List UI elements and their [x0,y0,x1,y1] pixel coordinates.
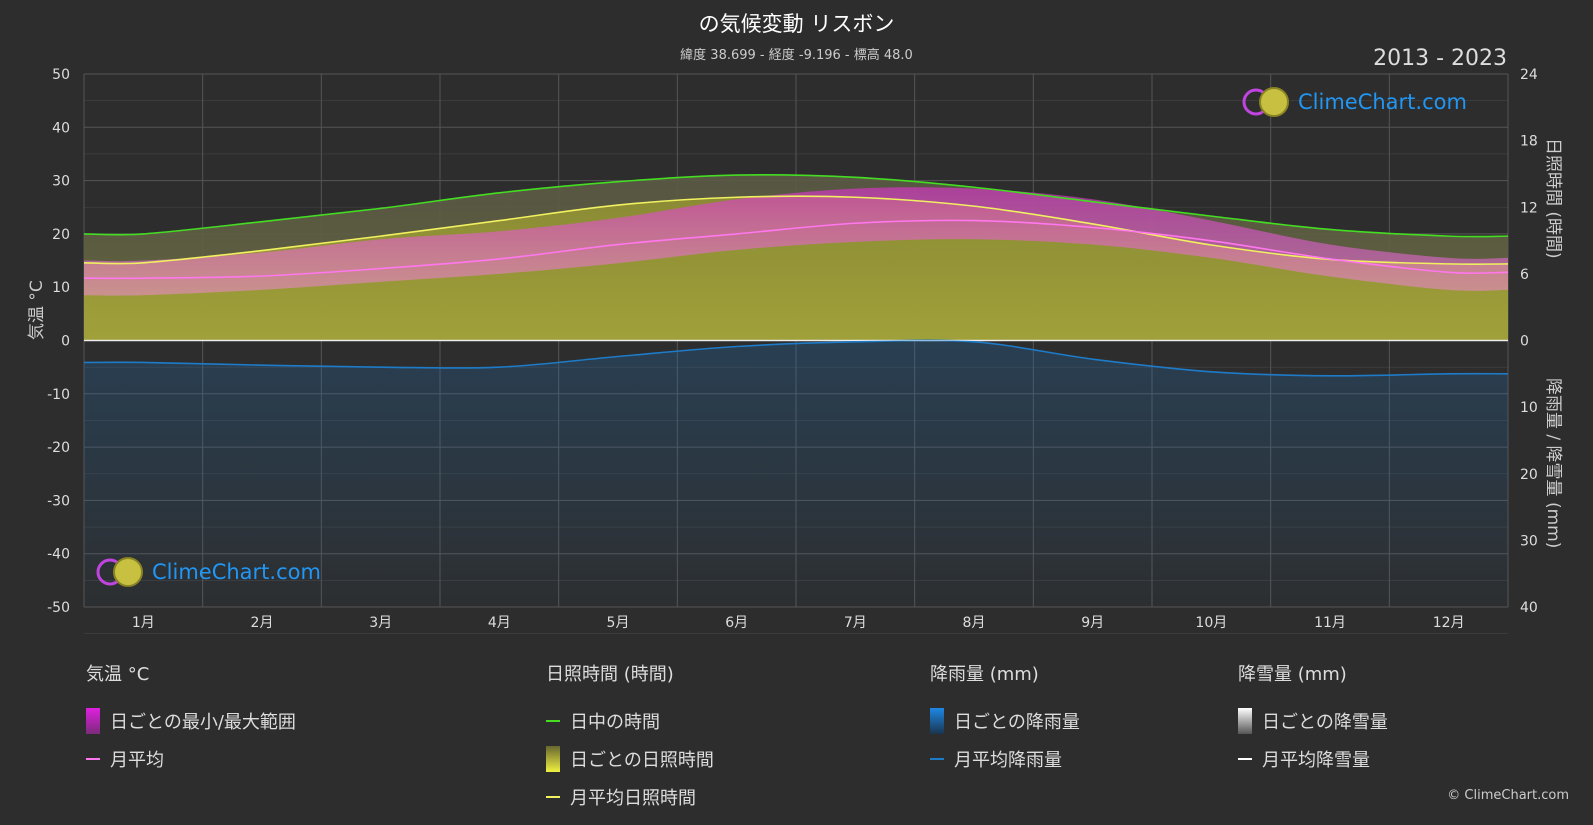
climate-chart: 50 40 30 20 10 0 -10 -20 -30 -40 -50 24 18 12 6 0 10 20 30… [47,67,1538,634]
logo-text: ClimeChart.com [1298,90,1467,114]
rain-avg-line [83,339,1509,377]
daily-snow-swatch [1238,708,1252,734]
legend-item-temp-range: 日ごとの最小/最大範囲 [86,702,296,740]
y-left-tick-label: 30 [52,174,70,190]
daylight-line [83,174,1509,238]
x-tick-label: 3月 [369,615,392,631]
y-left-tick-label: 50 [52,67,70,83]
temp-range-swatch [86,708,100,734]
y-left-tick-label: -20 [47,440,70,456]
legend-temperature-title: 気温 °C [86,664,150,685]
y-left-tick-label: 20 [52,227,70,243]
climechart-logo-icon [1242,87,1289,117]
y-right-precip-tick-label: 20 [1520,467,1538,483]
y-left-tick-label: -30 [47,493,70,509]
legend-snow-title: 降雪量 (mm) [1238,664,1347,685]
legend-temperature: 気温 °C 日ごとの最小/最大範囲 月平均 [86,660,296,778]
legend-item-daily-rain: 日ごとの降雨量 [930,702,1080,740]
snow-avg-swatch [1238,758,1252,760]
copyright: © ClimeChart.com [1447,788,1569,803]
legend-sunshine: 日照時間 (時間) 日中の時間 日ごとの日照時間 月平均日照時間 [546,660,714,816]
temp-avg-swatch [86,758,100,760]
logo-top[interactable]: ClimeChart.com [1240,86,1467,118]
y-left-tick-label: -40 [47,547,70,563]
y-right-sunshine-tick-label: 12 [1520,200,1538,216]
y-right-sunshine-tick-label: 18 [1520,134,1538,150]
legend-snow: 降雪量 (mm) 日ごとの降雪量 月平均降雪量 [1238,660,1388,778]
x-tick-label: 7月 [844,615,867,631]
legend-item-daylight: 日中の時間 [546,702,714,740]
rain-avg-swatch [930,758,944,760]
y-right-precip-tick-label: 30 [1520,533,1538,549]
y-left-tick-label: 10 [52,280,70,296]
x-tick-label: 6月 [725,615,748,631]
x-tick-label: 11月 [1314,615,1346,631]
daily-rain-swatch [930,708,944,734]
y-left-tick-label: 40 [52,120,70,136]
x-tick-label: 5月 [607,615,630,631]
y-right-sunshine-tick-label: 6 [1520,267,1529,283]
legend-item-daily-snow: 日ごとの降雪量 [1238,702,1388,740]
x-tick-label: 10月 [1195,615,1227,631]
x-tick-label: 8月 [963,615,986,631]
logo-text: ClimeChart.com [152,560,321,584]
x-tick-label: 2月 [251,615,274,631]
legend-item-snow-avg: 月平均降雪量 [1238,740,1388,778]
temperature-avg-line [83,219,1509,280]
chart-subtitle: 緯度 38.699 - 経度 -9.196 - 標高 48.0 [680,48,913,63]
y-right-sunshine-tick-label: 24 [1520,67,1538,83]
temperature-range-area [84,187,1508,296]
y-left-tick-label: -50 [47,600,70,616]
daily-sunshine-swatch [546,746,560,772]
tick-layer: 50 40 30 20 10 0 -10 -20 -30 -40 -50 24 18 12 6 0 10 20 30… [47,67,1538,631]
x-tick-label: 9月 [1081,615,1104,631]
area-layer [84,174,1508,607]
legend-item-sunshine-avg: 月平均日照時間 [546,778,714,816]
legend-sunshine-title: 日照時間 (時間) [546,664,674,685]
line-layer [83,174,1509,377]
legend-rain-title: 降雨量 (mm) [930,664,1039,685]
daylight-swatch [546,720,560,722]
y-right-precip-tick-label: 40 [1520,600,1538,616]
legend-item-daily-sunshine: 日ごとの日照時間 [546,740,714,778]
chart-title: の気候変動 リスボン [698,12,895,36]
x-tick-label: 1月 [132,615,155,631]
logo-bottom[interactable]: ClimeChart.com [94,556,321,588]
x-tick-label: 12月 [1433,615,1465,631]
y-right-sunshine-tick-label: 0 [1520,334,1529,350]
legend-item-rain-avg: 月平均降雨量 [930,740,1080,778]
year-range: 2013 - 2023 [1373,46,1507,71]
rain-area [84,340,1508,607]
y-left-tick-label: -10 [47,387,70,403]
climechart-logo-icon [96,557,143,587]
sunshine-avg-swatch [546,796,560,798]
sunshine-avg-line [83,195,1509,266]
x-tick-label: 4月 [488,615,511,631]
legend-rain: 降雨量 (mm) 日ごとの降雨量 月平均降雨量 [930,660,1080,778]
y-right-precip-tick-label: 10 [1520,400,1538,416]
y-left-tick-label: 0 [61,334,70,350]
legend-item-temp-avg: 月平均 [86,740,296,778]
sunshine-area [84,196,1508,341]
